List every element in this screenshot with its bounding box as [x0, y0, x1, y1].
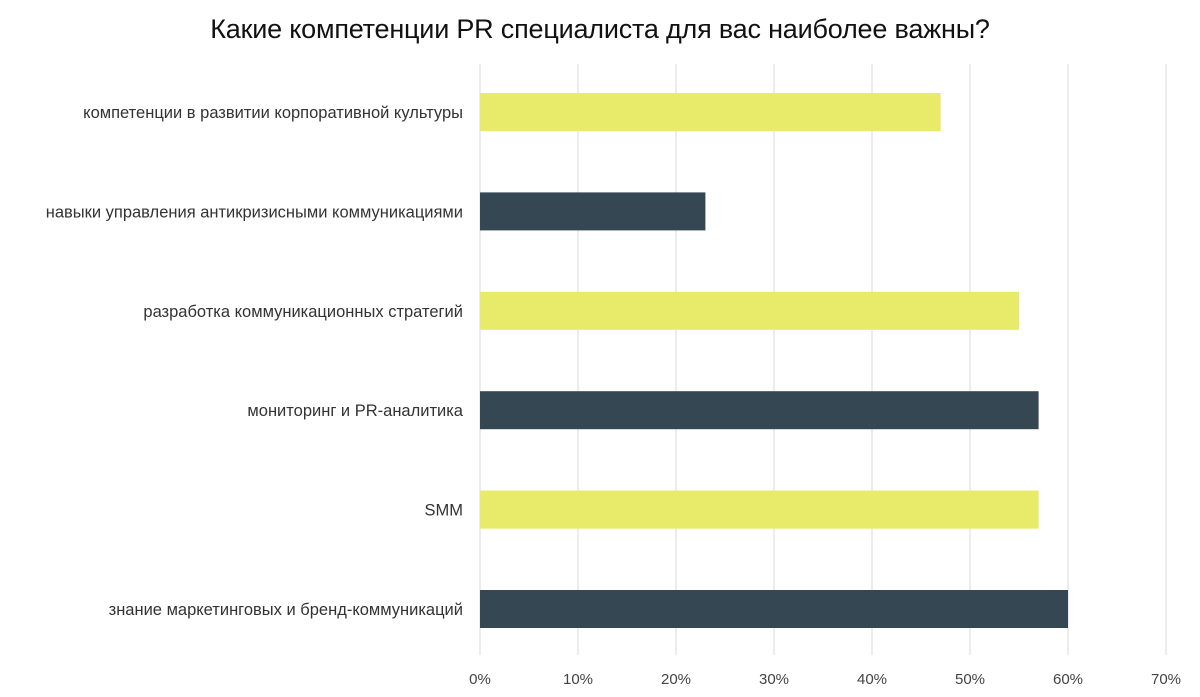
bar-5	[480, 490, 1039, 529]
x-tick-labels: 0% 10% 20% 30% 40% 50% 60% 70%	[469, 671, 1181, 688]
x-tick-label: 10%	[563, 671, 593, 688]
x-tick-label: 20%	[661, 671, 691, 688]
bars	[480, 93, 1068, 628]
bar-2	[480, 192, 706, 231]
chart-title: Какие компетенции PR специалиста для вас…	[210, 14, 990, 44]
bar-1	[480, 93, 941, 131]
category-label: разработка коммуникационных стратегий	[143, 303, 463, 321]
bar-4	[480, 391, 1039, 430]
x-tick-label: 40%	[857, 671, 887, 688]
gridlines	[479, 64, 1167, 655]
x-tick-label: 0%	[469, 671, 491, 688]
bar-6	[480, 590, 1068, 628]
bar-3	[480, 291, 1019, 330]
x-tick-label: 70%	[1151, 671, 1181, 688]
category-label: знание маркетинговых и бренд-коммуникаци…	[109, 601, 463, 619]
category-labels: компетенции в развитии корпоративной кул…	[46, 104, 464, 619]
category-label: компетенции в развитии корпоративной кул…	[83, 104, 463, 122]
category-label: SMM	[425, 502, 464, 520]
category-label: навыки управления антикризисными коммуни…	[46, 203, 463, 221]
category-label: мониторинг и PR-аналитика	[247, 402, 463, 420]
x-tick-label: 50%	[955, 671, 985, 688]
x-tick-label: 60%	[1053, 671, 1083, 688]
x-tick-label: 30%	[759, 671, 789, 688]
